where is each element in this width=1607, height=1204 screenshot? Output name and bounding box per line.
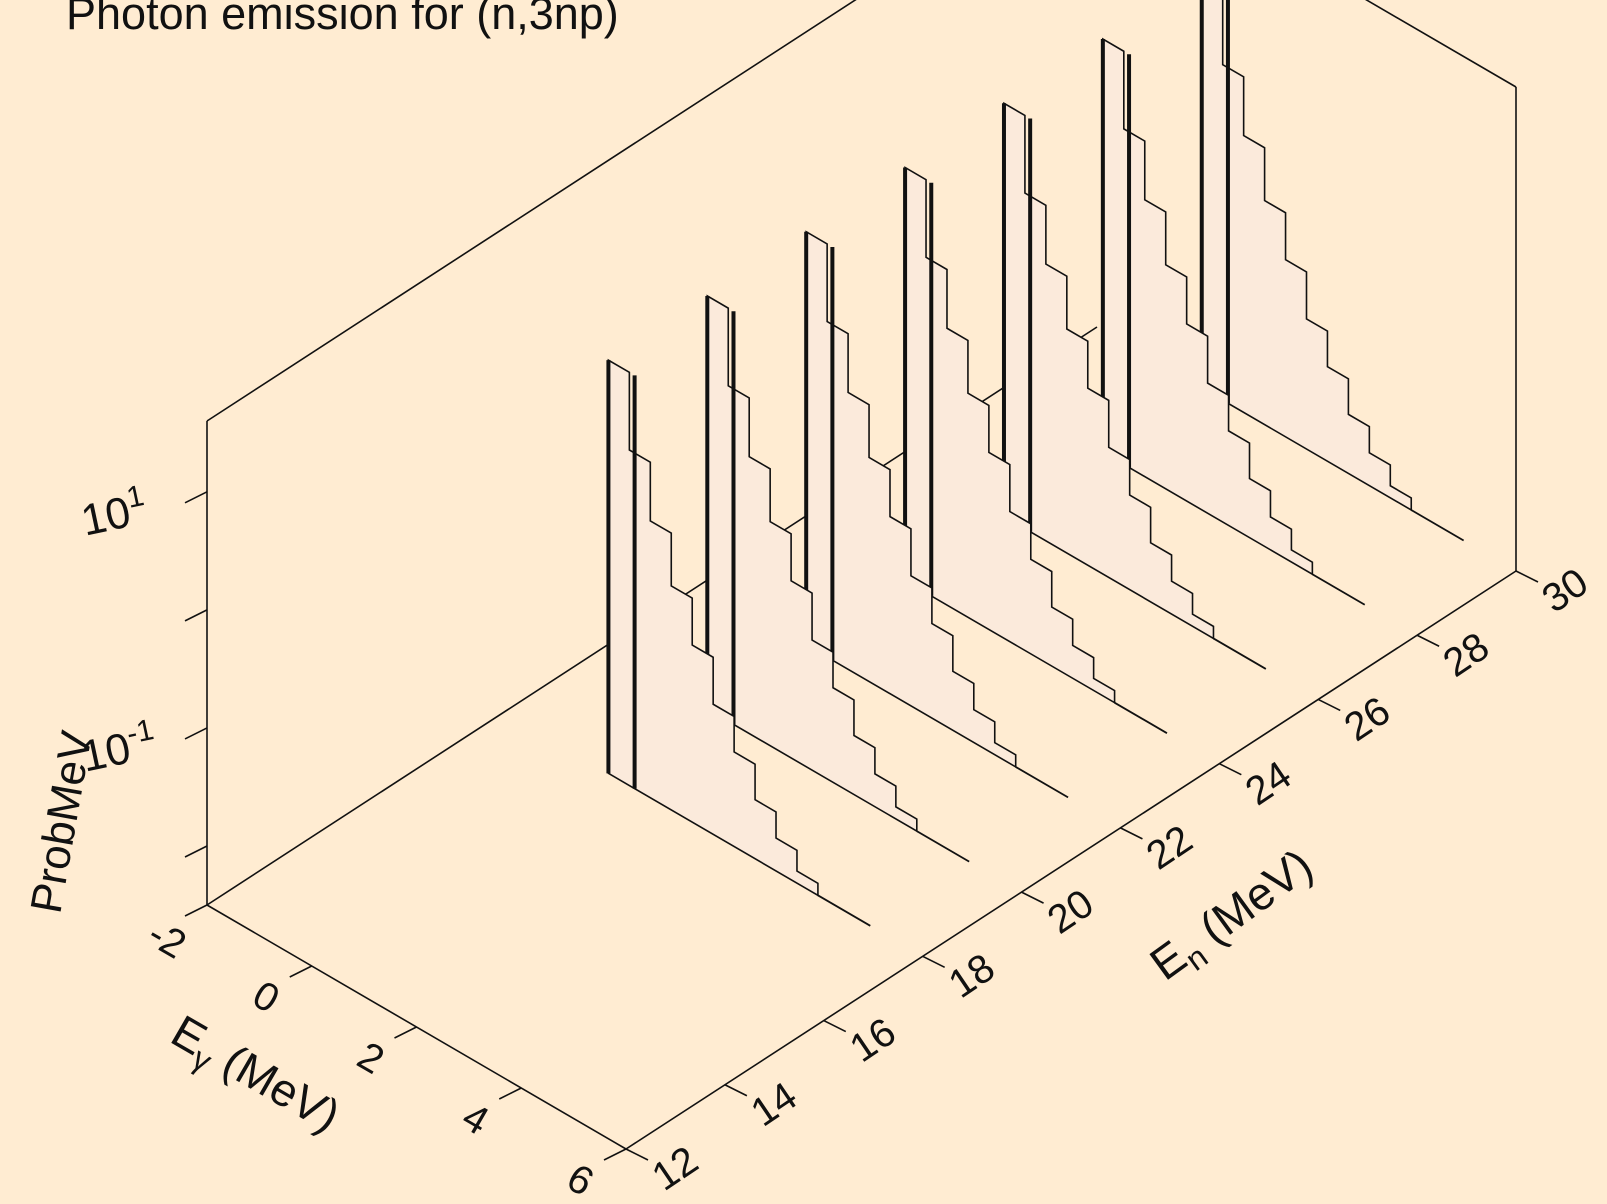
z-tick-0 [184, 491, 208, 504]
y-tick-8 [1416, 634, 1440, 647]
y-tick-3 [922, 955, 946, 969]
spectrum-en-20 [706, 294, 918, 833]
x-tick-4 [603, 1148, 627, 1161]
x-tick-3 [498, 1087, 522, 1100]
x-tick-0 [184, 904, 208, 917]
y-tick-label: 14 [743, 1074, 804, 1135]
spectrum-en-22 [805, 230, 1017, 769]
y-tick-4 [1021, 891, 1044, 904]
spectrum-tail-en-28 [1311, 573, 1366, 606]
x-tick-2 [394, 1026, 417, 1039]
x-axis-title: Eγ (MeV) [160, 1005, 349, 1148]
y-tick-9 [1515, 570, 1539, 583]
z-tick-label: 10-1 [76, 713, 161, 782]
y-tick-0 [625, 1148, 649, 1161]
y-tick-5 [1120, 827, 1143, 840]
x-tick-label: 2 [350, 1034, 391, 1083]
x-tick-label: 6 [560, 1156, 601, 1204]
chart-title: Photon emission for (n,3np) [66, 0, 619, 39]
z-minor-tick-0 [184, 609, 208, 622]
back-top-edge [206, 0, 857, 422]
z-tick-label: 101 [76, 479, 151, 545]
x-tick-label: 4 [455, 1095, 496, 1144]
y-tick-7 [1317, 698, 1341, 712]
spectrum-en-28 [1102, 37, 1314, 576]
y-axis-line [625, 570, 1517, 1150]
z-axis-title: ProbMeV [22, 727, 102, 917]
y-tick-label: 28 [1436, 624, 1497, 685]
spectrum-en-26 [1003, 101, 1215, 640]
x-tick-label: -2 [141, 912, 194, 968]
y-tick-label: 30 [1534, 560, 1595, 621]
y-tick-6 [1218, 762, 1242, 776]
spectrum-tail-en-22 [1015, 766, 1069, 799]
y-tick-2 [823, 1019, 847, 1033]
y-tick-label: 12 [644, 1138, 705, 1199]
y-tick-label: 26 [1337, 689, 1398, 750]
x-tick-label: 0 [245, 973, 286, 1022]
spectrum-tail-en-30 [1410, 509, 1465, 542]
spectrum-tail-en-18 [817, 894, 871, 927]
y-tick-1 [724, 1084, 748, 1097]
y-tick-label: 22 [1139, 817, 1200, 878]
right-top-edge [1365, 0, 1517, 88]
spectrum-en-18 [607, 358, 819, 897]
x-tick-1 [289, 965, 313, 978]
z-minor-tick-1 [184, 845, 208, 858]
spectrum-en-30 [1200, 0, 1413, 512]
spectrum-tail-en-26 [1213, 637, 1267, 670]
y-tick-label: 16 [842, 1010, 903, 1071]
y-tick-label: 20 [1040, 881, 1101, 942]
z-tick-1 [184, 727, 208, 740]
spectrum-en-24 [904, 166, 1116, 705]
spectrum-tail-en-20 [916, 830, 970, 863]
y-tick-label: 18 [941, 945, 1002, 1006]
spectrum-tail-en-24 [1114, 701, 1168, 734]
y-tick-label: 24 [1238, 753, 1299, 814]
